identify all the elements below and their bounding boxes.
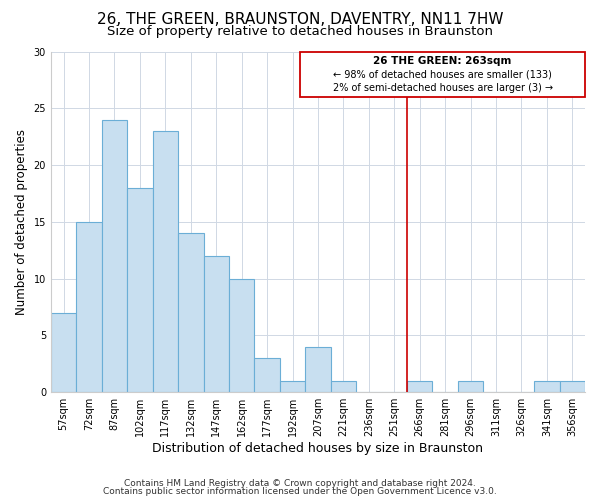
Bar (229, 278, 254, 392)
Text: Size of property relative to detached houses in Braunston: Size of property relative to detached ho… (107, 25, 493, 38)
Text: 26 THE GREEN: 263sqm: 26 THE GREEN: 263sqm (373, 56, 512, 66)
Bar (76, 222, 102, 392)
Y-axis label: Number of detached properties: Number of detached properties (15, 129, 28, 315)
Bar (152, 131, 178, 392)
Bar (203, 256, 229, 392)
Bar (407, 381, 433, 392)
Bar (254, 358, 280, 392)
Bar (305, 347, 331, 392)
Text: ← 98% of detached houses are smaller (133): ← 98% of detached houses are smaller (13… (333, 70, 552, 80)
Bar (458, 381, 483, 392)
Bar (280, 381, 305, 392)
Bar (51, 312, 76, 392)
Bar (331, 381, 356, 392)
FancyBboxPatch shape (300, 52, 585, 97)
Bar (102, 120, 127, 392)
Bar (534, 381, 560, 392)
Bar (127, 188, 152, 392)
Text: Contains public sector information licensed under the Open Government Licence v3: Contains public sector information licen… (103, 487, 497, 496)
Bar (560, 381, 585, 392)
Text: Contains HM Land Registry data © Crown copyright and database right 2024.: Contains HM Land Registry data © Crown c… (124, 478, 476, 488)
Text: 2% of semi-detached houses are larger (3) →: 2% of semi-detached houses are larger (3… (332, 84, 553, 94)
Bar (178, 233, 203, 392)
Text: 26, THE GREEN, BRAUNSTON, DAVENTRY, NN11 7HW: 26, THE GREEN, BRAUNSTON, DAVENTRY, NN11… (97, 12, 503, 28)
X-axis label: Distribution of detached houses by size in Braunston: Distribution of detached houses by size … (152, 442, 484, 455)
